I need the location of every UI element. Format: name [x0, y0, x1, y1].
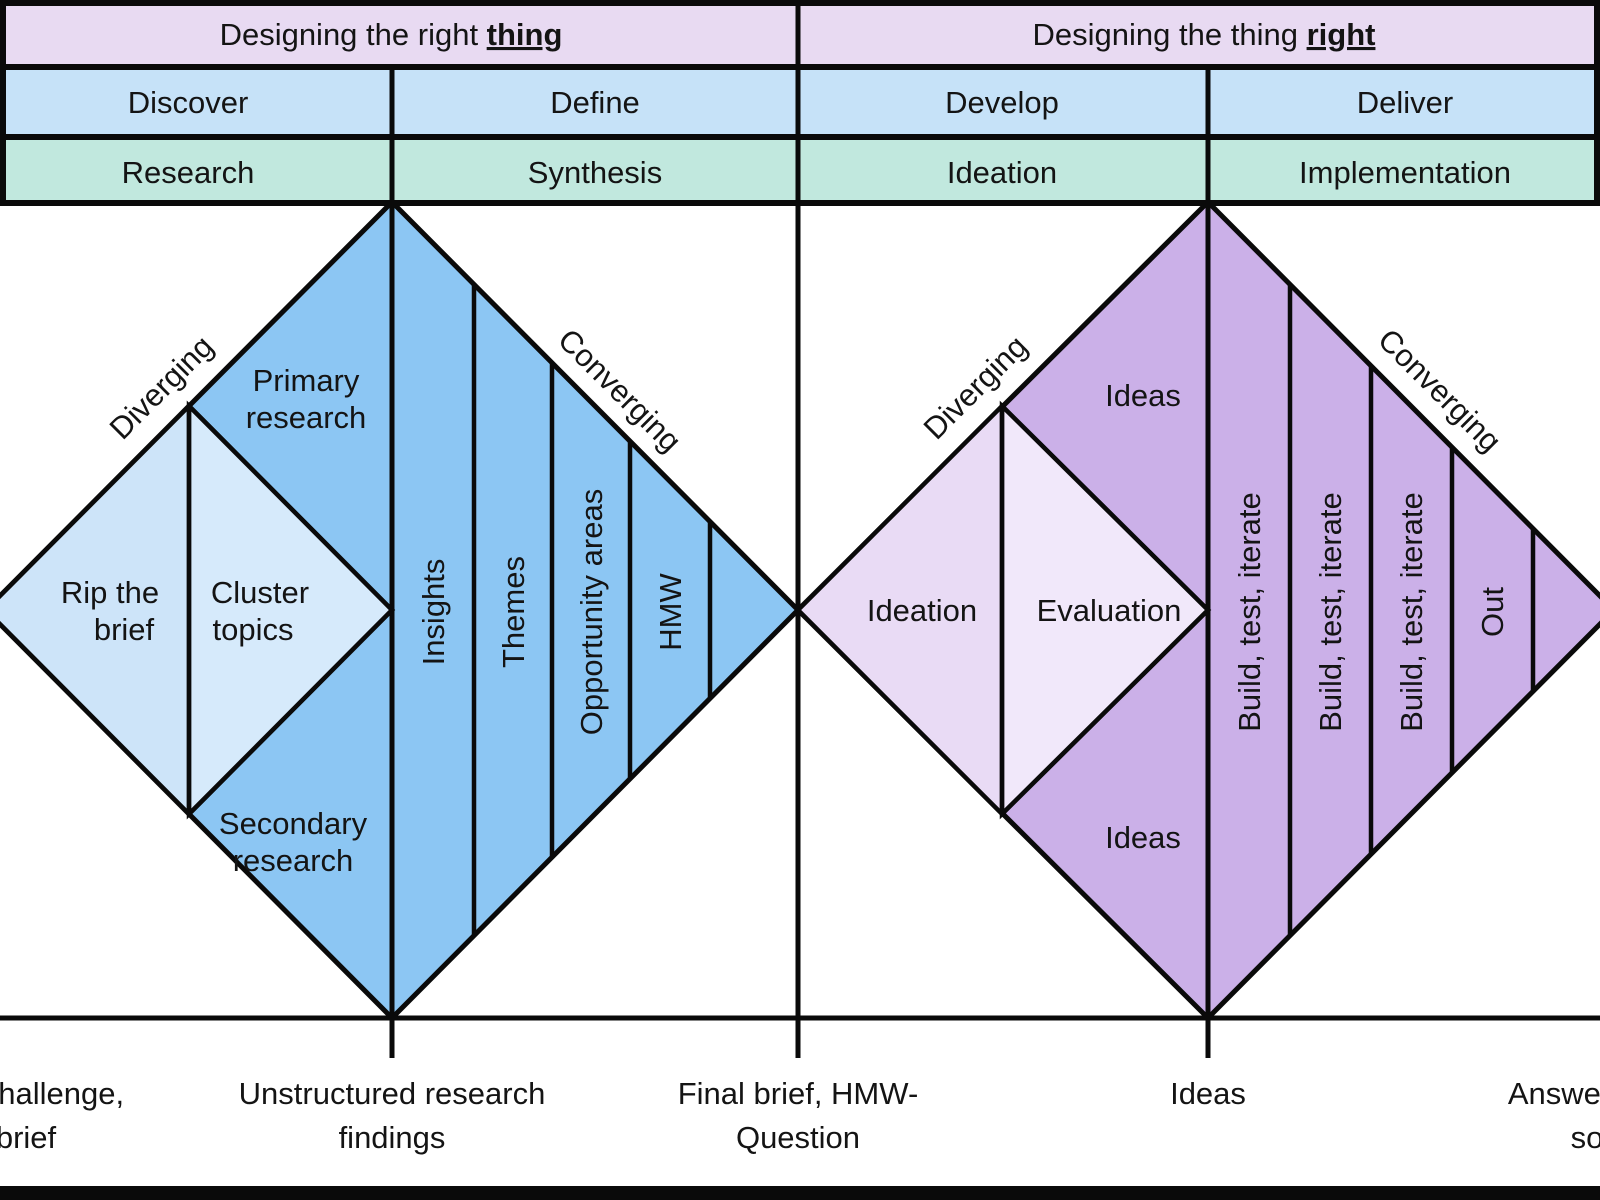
band-label-insights: Insights — [416, 559, 451, 666]
evaluation-label: Evaluation — [1037, 593, 1182, 628]
band-label-out: Out — [1475, 587, 1510, 637]
phase-develop: Develop — [945, 85, 1059, 120]
ideas-bottom-label: Ideas — [1105, 820, 1181, 855]
milestone-challenge-brief: Challenge,brief — [0, 1076, 124, 1155]
stage-ideation: Ideation — [947, 155, 1057, 190]
primary-research-label: Primary research — [246, 363, 367, 435]
rip-the-brief-label: Rip the brief — [61, 575, 159, 647]
secondary-research-label: Secondary research — [219, 806, 368, 878]
band-label-themes: Themes — [496, 556, 531, 668]
band-label-opportunity-areas: Opportunity areas — [574, 489, 609, 735]
stage-implementation: Implementation — [1299, 155, 1511, 190]
phase-deliver: Deliver — [1357, 85, 1453, 120]
stage-research: Research — [122, 155, 255, 190]
band-label-hmw: HMW — [653, 573, 688, 651]
cluster-topics-label: Cluster topics — [211, 575, 309, 647]
title-designing-thing-right: Designing the thing right — [1033, 17, 1376, 52]
phase-define: Define — [550, 85, 640, 120]
bottom-bar — [0, 1186, 1600, 1200]
band-label-build-test-iterate-3: Build, test, iterate — [1394, 492, 1429, 732]
phase-discover: Discover — [128, 85, 249, 120]
band-label-build-test-iterate-2: Build, test, iterate — [1313, 492, 1348, 732]
band-label-build-test-iterate-1: Build, test, iterate — [1232, 492, 1267, 732]
ideation-label: Ideation — [867, 593, 977, 628]
milestone-ideas: Ideas — [1170, 1076, 1246, 1111]
milestone-answer-solution: Answer,solution — [1508, 1076, 1600, 1155]
title-designing-right-thing: Designing the right thing — [220, 17, 563, 52]
ideas-top-label: Ideas — [1105, 378, 1181, 413]
milestone-final-brief-hmw: Final brief, HMW-Question — [678, 1076, 919, 1155]
milestone-unstructured-findings: Unstructured research findings — [239, 1076, 546, 1155]
stage-synthesis: Synthesis — [528, 155, 662, 190]
